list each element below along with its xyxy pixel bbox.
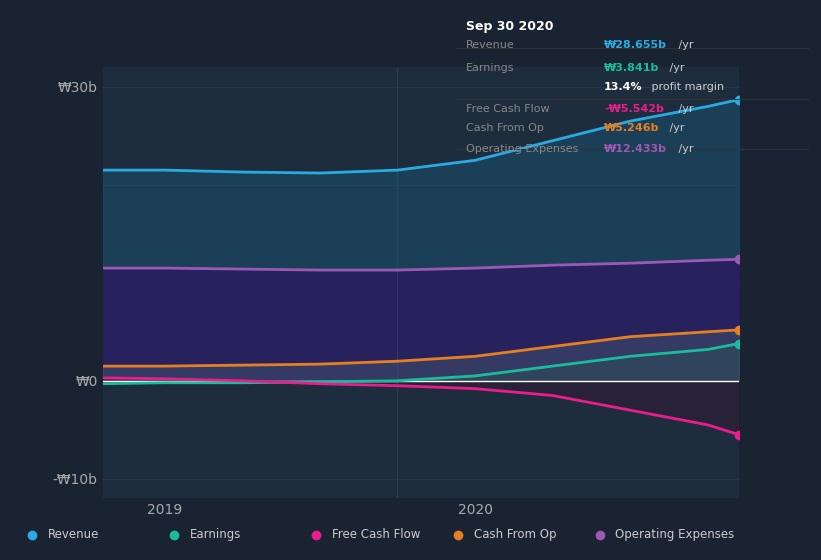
Text: -₩5.542b: -₩5.542b <box>604 104 664 114</box>
Text: ₩5.246b: ₩5.246b <box>604 123 659 133</box>
Text: /yr: /yr <box>675 40 693 50</box>
Text: Cash From Op: Cash From Op <box>466 123 544 133</box>
Text: ₩12.433b: ₩12.433b <box>604 144 667 154</box>
Text: Revenue: Revenue <box>48 528 99 542</box>
Text: ₩3.841b: ₩3.841b <box>604 63 659 73</box>
Text: Free Cash Flow: Free Cash Flow <box>332 528 420 542</box>
Text: profit margin: profit margin <box>648 82 724 92</box>
Text: ₩28.655b: ₩28.655b <box>604 40 667 50</box>
Text: 13.4%: 13.4% <box>604 82 643 92</box>
Text: /yr: /yr <box>675 144 693 154</box>
Text: Free Cash Flow: Free Cash Flow <box>466 104 550 114</box>
Text: /yr: /yr <box>666 123 684 133</box>
Text: Revenue: Revenue <box>466 40 515 50</box>
Text: /yr: /yr <box>675 104 693 114</box>
Text: Earnings: Earnings <box>466 63 515 73</box>
Text: Sep 30 2020: Sep 30 2020 <box>466 20 553 32</box>
Text: Operating Expenses: Operating Expenses <box>466 144 579 154</box>
Text: /yr: /yr <box>666 63 684 73</box>
Text: Earnings: Earnings <box>190 528 241 542</box>
Text: Cash From Op: Cash From Op <box>474 528 556 542</box>
Text: Operating Expenses: Operating Expenses <box>616 528 735 542</box>
